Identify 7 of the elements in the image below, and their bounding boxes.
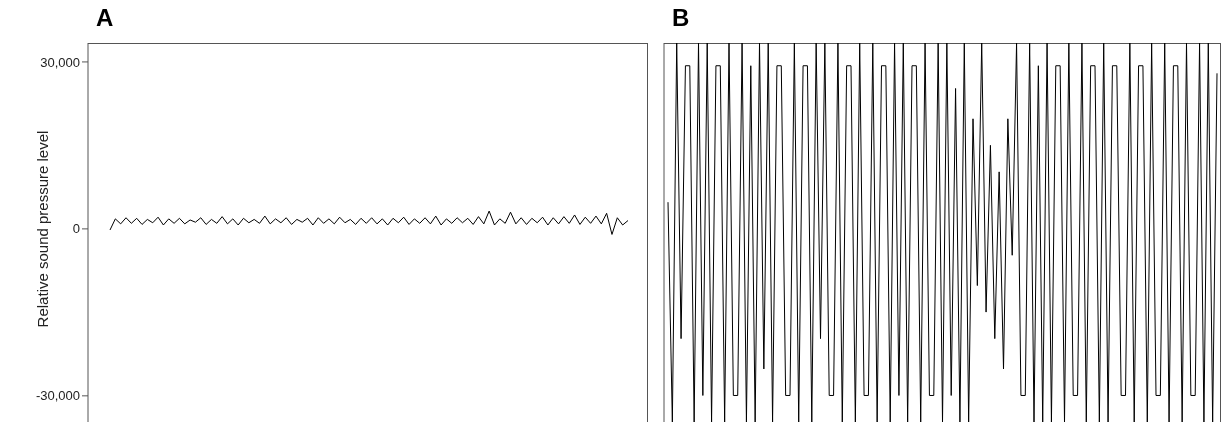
y-tick-label: -30,000 xyxy=(35,388,80,404)
line-series xyxy=(109,210,629,235)
chart-title: A xyxy=(96,4,114,32)
y-tick-label: 0 xyxy=(72,221,80,237)
y-tick-label: 30,000 xyxy=(40,54,80,70)
chart-title: B xyxy=(672,4,690,32)
y-axis-title: Relative sound pressure level xyxy=(33,130,51,328)
